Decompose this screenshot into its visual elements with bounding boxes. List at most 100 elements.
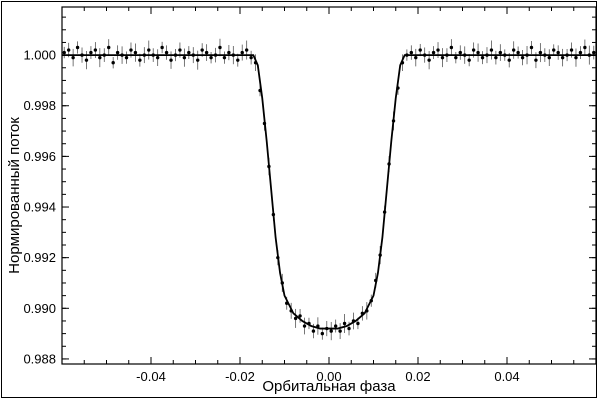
data-point — [244, 48, 249, 52]
y-tick-label: 0.990 — [23, 301, 56, 316]
y-tick-label: 0.988 — [23, 351, 56, 366]
data-point — [547, 55, 551, 60]
x-tick-label: 0.00 — [316, 369, 341, 384]
model-curve — [62, 54, 596, 330]
data-point — [592, 50, 596, 55]
axis-ticks — [62, 7, 596, 364]
x-tick-label: -0.02 — [225, 369, 255, 384]
y-tick-label: 1.000 — [23, 48, 56, 63]
data-point — [583, 45, 587, 50]
x-tick-label: 0.04 — [494, 369, 519, 384]
data-point — [498, 50, 503, 55]
data-point — [329, 329, 333, 333]
data-point — [160, 45, 164, 50]
data-point — [93, 48, 98, 52]
data-point — [311, 329, 316, 333]
data-points-layer — [62, 45, 596, 336]
x-tick-label: -0.04 — [136, 369, 166, 384]
data-point — [182, 55, 187, 60]
data-point — [507, 58, 511, 62]
data-point — [534, 58, 538, 62]
data-point — [414, 55, 418, 60]
y-axis-title: Нормированный поток — [6, 117, 23, 274]
data-point — [155, 55, 160, 60]
data-point — [62, 50, 66, 55]
plot-area-border — [61, 6, 597, 365]
data-point — [458, 50, 462, 55]
data-point — [342, 321, 347, 326]
data-point — [302, 324, 307, 328]
data-point — [489, 48, 494, 52]
data-point — [178, 48, 182, 52]
data-point — [218, 45, 222, 50]
data-point — [298, 314, 302, 318]
data-point — [476, 50, 480, 55]
data-point — [133, 50, 138, 55]
x-tick-label: 0.02 — [405, 369, 430, 384]
data-point — [356, 321, 360, 326]
data-point — [249, 55, 253, 60]
data-point — [138, 58, 142, 62]
data-point — [164, 50, 169, 55]
data-point — [511, 48, 516, 52]
y-tick-label: 0.992 — [23, 250, 56, 265]
data-point — [556, 50, 560, 55]
data-point — [209, 55, 213, 60]
data-point — [293, 316, 298, 321]
y-tick-label: 0.998 — [23, 98, 56, 113]
data-point — [222, 55, 227, 60]
data-point — [98, 55, 102, 60]
data-point — [187, 50, 191, 55]
data-point — [520, 55, 525, 60]
data-point — [560, 55, 565, 60]
data-point — [471, 48, 476, 52]
data-point — [240, 50, 244, 55]
data-point — [320, 331, 325, 336]
data-point — [494, 55, 498, 60]
data-point — [578, 50, 583, 55]
data-point — [347, 326, 351, 331]
data-point — [129, 48, 133, 52]
data-point — [467, 58, 471, 62]
data-point — [333, 324, 338, 328]
data-point — [227, 50, 231, 55]
axis-tick-labels: -0.04 -0.02 0.00 0.02 0.04 0.988 0.990 0.992 0.9… — [23, 48, 519, 384]
y-tick-label: 0.994 — [23, 200, 56, 215]
data-point — [84, 58, 89, 62]
data-point — [480, 55, 485, 60]
data-point — [338, 329, 342, 333]
data-point — [75, 45, 80, 50]
error-bars-layer — [63, 38, 595, 341]
data-point — [169, 58, 173, 62]
data-point — [449, 45, 454, 50]
data-point — [409, 50, 414, 55]
data-point — [574, 55, 578, 60]
data-point — [66, 48, 71, 52]
data-point — [147, 48, 151, 52]
data-point — [431, 50, 436, 55]
y-tick-label: 0.996 — [23, 149, 56, 164]
data-point — [436, 48, 440, 52]
data-point — [418, 48, 422, 52]
data-point — [569, 48, 574, 52]
data-point — [538, 50, 543, 55]
x-axis-title: Орбитальная фаза — [262, 378, 396, 395]
data-point — [516, 50, 520, 55]
data-point — [89, 50, 93, 55]
data-point — [440, 55, 445, 60]
data-point — [71, 55, 75, 60]
data-point — [111, 61, 115, 65]
data-point — [107, 45, 111, 50]
data-point — [204, 50, 209, 55]
data-point — [529, 45, 534, 50]
data-point — [196, 58, 200, 62]
data-point — [454, 55, 458, 60]
data-point — [115, 50, 120, 55]
data-point — [427, 58, 431, 62]
data-point — [236, 58, 240, 62]
data-point — [124, 55, 129, 60]
data-point — [200, 48, 204, 52]
data-point — [552, 48, 556, 52]
